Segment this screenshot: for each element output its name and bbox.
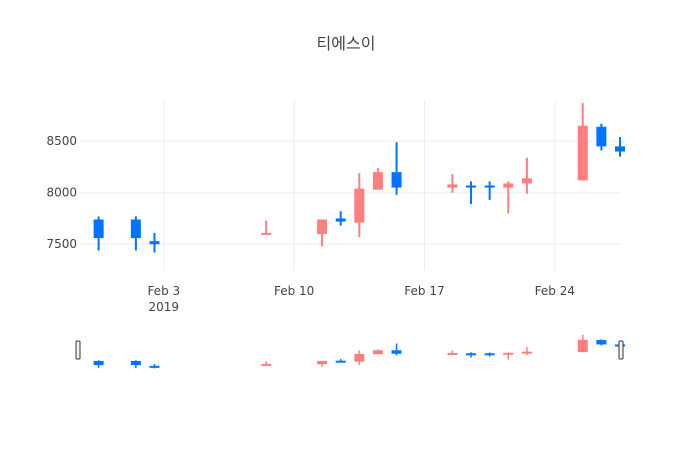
x-tick-label: Feb 17 <box>404 284 444 298</box>
slider-candle <box>466 352 477 358</box>
y-tick-label: 8000 <box>46 186 77 200</box>
candle-decreasing[interactable] <box>466 181 477 205</box>
slider-candle <box>335 359 346 363</box>
candle-increasing[interactable] <box>317 219 328 247</box>
slider-candle <box>484 352 495 357</box>
x-tick-label: Feb 10 <box>274 284 314 298</box>
candle-decreasing[interactable] <box>149 232 160 253</box>
candle-decreasing[interactable] <box>484 181 495 200</box>
candle-increasing[interactable] <box>447 174 458 193</box>
candle-body <box>577 125 588 181</box>
range-slider-left-handle[interactable] <box>75 340 81 360</box>
range-slider-right-handle[interactable] <box>618 340 624 360</box>
candle-decreasing[interactable] <box>596 123 607 151</box>
candle-increasing[interactable] <box>261 220 272 235</box>
candle-decreasing[interactable] <box>93 216 104 251</box>
y-tick-label: 8500 <box>46 134 77 148</box>
slider-candle <box>577 334 588 353</box>
candle-body <box>466 185 477 188</box>
candle-decreasing[interactable] <box>391 142 402 195</box>
slider-candle-body <box>466 353 477 356</box>
slider-candle-body <box>317 360 328 365</box>
slider-candle <box>354 350 365 365</box>
candle-decreasing[interactable] <box>130 216 141 251</box>
slider-candle <box>596 339 607 346</box>
candle-body <box>317 219 328 234</box>
candle-body <box>503 183 514 188</box>
candle-increasing[interactable] <box>577 103 588 181</box>
chart-title: 티에스이 <box>317 34 376 53</box>
y-tick-label: 7500 <box>46 237 77 251</box>
slider-candle-body <box>354 353 365 362</box>
x-tick-label: Feb 3 <box>147 284 180 298</box>
grid-lines <box>80 100 620 270</box>
candle-increasing[interactable] <box>354 173 365 238</box>
slider-candle-body <box>335 360 346 363</box>
slider-candle-body <box>577 339 588 353</box>
slider-candle-body <box>261 363 272 366</box>
candle-body <box>149 241 160 245</box>
slider-candle-body <box>149 365 160 368</box>
slider-candle-body <box>503 352 514 355</box>
x-tick-year-label: 2019 <box>149 300 180 314</box>
slider-candle <box>149 363 160 369</box>
candle-body <box>521 178 532 184</box>
slider-candle <box>372 349 383 355</box>
candle-increasing[interactable] <box>372 168 383 190</box>
candle-body <box>93 219 104 239</box>
slider-candle-body <box>93 360 104 366</box>
candle-body <box>447 184 458 188</box>
candle-increasing[interactable] <box>503 181 514 214</box>
slider-candle <box>317 360 328 367</box>
x-tick-label: Feb 24 <box>535 284 575 298</box>
candle-body <box>596 126 607 147</box>
slider-candle-body <box>391 350 402 354</box>
slider-candle-body <box>596 340 607 345</box>
candle-body <box>335 218 346 222</box>
candle-body <box>615 146 625 152</box>
candle-body <box>130 219 141 239</box>
slider-candle <box>503 352 514 360</box>
slider-candle-body <box>521 351 532 354</box>
slider-candle <box>521 347 532 356</box>
candle-body <box>391 172 402 188</box>
slider-candle <box>391 343 402 356</box>
candle-body <box>372 172 383 190</box>
slider-candle <box>93 360 104 368</box>
candle-decreasing[interactable] <box>615 137 625 157</box>
range-slider[interactable] <box>75 334 625 369</box>
candle-body <box>261 232 272 235</box>
slider-candle-body <box>372 350 383 355</box>
candle-series <box>93 103 625 253</box>
candle-increasing[interactable] <box>521 157 532 194</box>
candle-decreasing[interactable] <box>335 211 346 226</box>
candle-body <box>354 188 365 223</box>
slider-candle-body <box>447 353 458 356</box>
slider-candle <box>447 350 458 356</box>
axis-labels: 7500 8000 8500 Feb 3 2019 Feb 10 Feb 17 Feb 24 <box>46 134 575 314</box>
slider-candle <box>261 361 272 366</box>
slider-candle-body <box>130 360 141 366</box>
candle-body <box>484 185 495 188</box>
slider-candle <box>130 360 141 368</box>
slider-candle-body <box>484 353 495 356</box>
